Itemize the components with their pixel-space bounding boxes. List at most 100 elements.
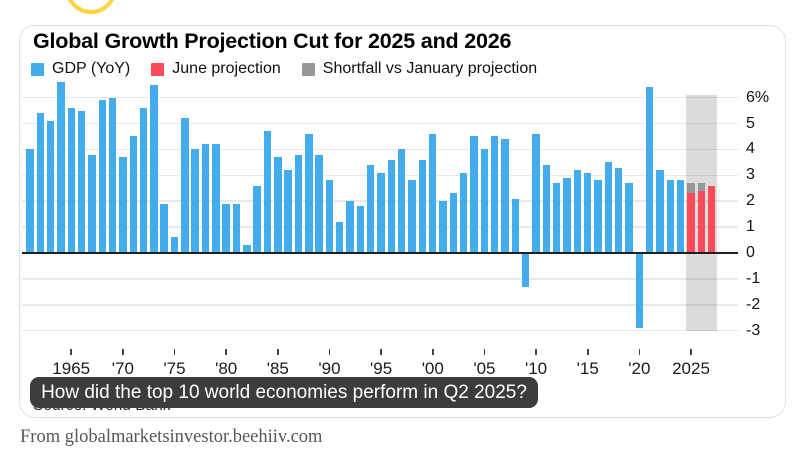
- gdp-bar-2006: [491, 136, 499, 253]
- june-projection-bar-2027: [707, 185, 716, 253]
- x-axis-label-1995: '95: [370, 359, 393, 378]
- gdp-bar-1995: [377, 172, 385, 253]
- june-projection-swatch-icon: [151, 62, 165, 76]
- x-axis-tick-1990: [328, 349, 331, 355]
- gdp-bar-2023: [666, 180, 675, 253]
- gdp-bar-2018: [615, 167, 623, 253]
- publisher-logo-arc: [65, 0, 117, 14]
- gdp-bar-1999: [418, 159, 427, 253]
- x-axis-tick-2010: [535, 349, 537, 355]
- x-axis-label-2005: '05: [473, 359, 496, 378]
- gdp-bar-1991: [336, 221, 344, 253]
- x-axis-tick-2020: [638, 349, 641, 355]
- gridline--1: [22, 278, 738, 280]
- gdp-bar-1980: [222, 203, 230, 253]
- gdp-bar-1985: [274, 157, 282, 253]
- june-projection-bar-2026: [697, 190, 706, 253]
- y-axis-label-4: 4: [746, 140, 755, 158]
- gdp-bar-2014: [573, 170, 582, 253]
- x-axis-tick-1980: [225, 349, 227, 355]
- gdp-bar-1962: [36, 113, 44, 253]
- gdp-bar-1968: [98, 100, 106, 253]
- gridline-6: [22, 96, 738, 99]
- gdp-bar-2002: [449, 193, 458, 253]
- gdp-bar-1977: [191, 149, 199, 253]
- gridline-5: [22, 122, 738, 125]
- gdp-bar-1989: [315, 154, 323, 253]
- gdp-bar-2019: [625, 183, 633, 253]
- gdp-bar-1969: [108, 97, 117, 253]
- y-axis-label-6%: 6%: [746, 88, 770, 106]
- gdp-bar-2004: [470, 136, 478, 253]
- x-axis-label-2020: '20: [628, 359, 651, 378]
- gdp-bar-2009: [522, 253, 530, 287]
- chart-title: Global Growth Projection Cut for 2025 an…: [33, 29, 512, 53]
- gdp-bar-1996: [387, 159, 396, 253]
- gdp-bar-1961: [26, 149, 34, 253]
- gdp-bar-2005: [480, 149, 489, 253]
- x-axis-label-2010: '10: [524, 359, 548, 378]
- question-suggestion-pill[interactable]: How did the top 10 world economies perfo…: [30, 377, 538, 408]
- gdp-bar-2024: [676, 180, 685, 253]
- x-axis-label-1970: '70: [111, 359, 134, 378]
- gdp-bar-1988: [305, 133, 313, 253]
- gdp-bar-1972: [139, 107, 148, 253]
- legend-item-gdp: GDP (YoY): [31, 60, 130, 78]
- gdp-bar-1963: [46, 120, 55, 253]
- gdp-swatch-icon: [31, 62, 44, 76]
- gdp-bar-2001: [439, 201, 447, 253]
- shortfall-swatch-icon: [301, 62, 315, 76]
- gdp-bar-2013: [563, 177, 571, 253]
- gridline--2: [22, 304, 738, 306]
- y-axis-label-3: 3: [746, 166, 755, 184]
- gdp-bar-2007: [501, 139, 509, 253]
- shortfall-cap-2025: [687, 183, 695, 194]
- gdp-bar-1986: [284, 170, 292, 253]
- gdp-bar-1992: [346, 201, 354, 253]
- gdp-bar-2003: [460, 172, 468, 253]
- y-axis-label--3: -3: [746, 321, 761, 339]
- y-axis-label-2: 2: [746, 192, 755, 210]
- x-axis-tick-2000: [431, 349, 434, 355]
- x-axis-tick-2025: [690, 349, 692, 355]
- gdp-bar-1964: [57, 82, 65, 253]
- x-axis-tick-1970: [122, 349, 124, 355]
- x-axis-label-1965: 1965: [52, 359, 91, 378]
- gdp-bar-1975: [170, 237, 179, 253]
- gdp-bar-2017: [604, 162, 613, 253]
- zero-axis-line: [22, 252, 738, 254]
- gdp-bar-1976: [181, 118, 189, 253]
- gdp-bar-2015: [584, 172, 592, 253]
- gdp-bar-1978: [201, 144, 210, 253]
- gdp-bar-1971: [129, 136, 137, 253]
- gdp-bar-2012: [553, 183, 561, 253]
- x-axis-label-1990: '90: [318, 359, 341, 378]
- gdp-bar-1965: [67, 107, 75, 253]
- x-axis-label-1980: '80: [215, 359, 238, 378]
- gdp-bar-1974: [160, 203, 168, 253]
- attribution-link[interactable]: From globalmarketsinvestor.beehiiv.com: [20, 427, 323, 447]
- legend-label: Shortfall vs January projection: [322, 60, 538, 77]
- x-axis-tick-2015: [586, 349, 589, 355]
- y-axis-label-5: 5: [746, 114, 755, 132]
- gdp-bar-2008: [511, 198, 520, 253]
- gdp-bar-1973: [150, 84, 158, 253]
- legend-label: June projection: [172, 60, 281, 77]
- gdp-bar-1987: [294, 154, 303, 253]
- y-axis-label--1: -1: [746, 269, 761, 287]
- gdp-bar-1998: [408, 180, 416, 253]
- gdp-bar-1984: [263, 131, 272, 253]
- x-axis-tick-2005: [483, 349, 486, 355]
- x-axis-label-2025: 2025: [672, 359, 710, 378]
- x-axis-tick-1975: [173, 349, 176, 355]
- gdp-bar-1993: [356, 206, 365, 253]
- gdp-bar-1997: [398, 149, 406, 253]
- gdp-bar-1966: [77, 110, 86, 253]
- gridline-4: [22, 148, 738, 151]
- gdp-bar-1994: [367, 164, 375, 253]
- gdp-bar-2020: [635, 253, 644, 329]
- gdp-bar-2016: [594, 180, 602, 253]
- x-axis-tick-1965: [70, 349, 72, 355]
- gdp-bar-1967: [88, 154, 96, 253]
